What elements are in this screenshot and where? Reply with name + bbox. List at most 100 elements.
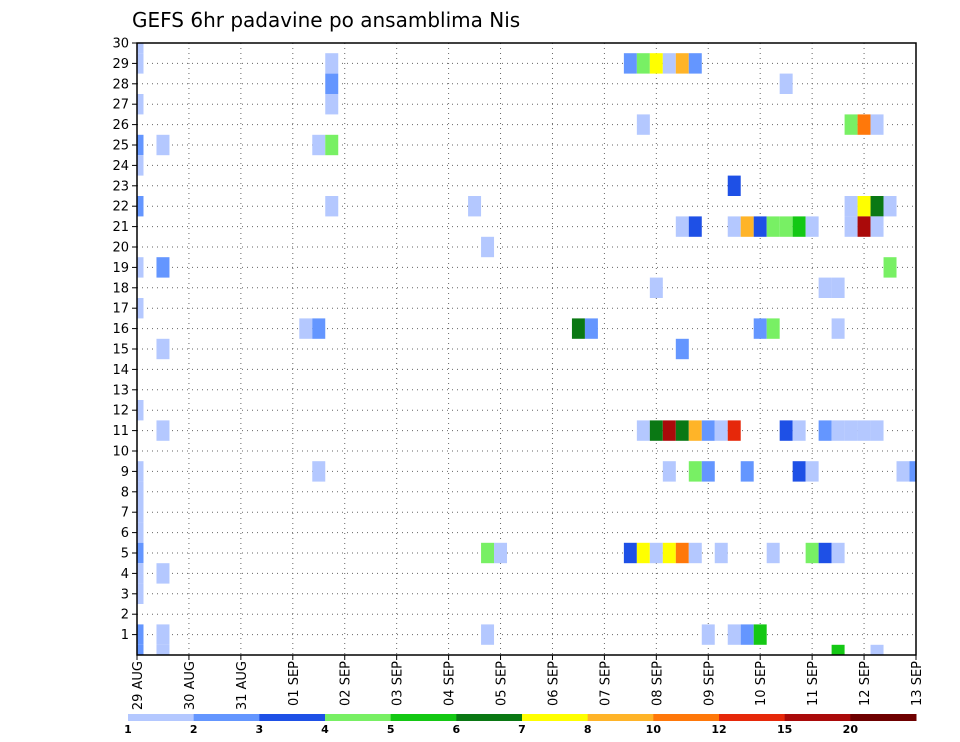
heatmap-cell (870, 420, 884, 441)
heatmap-cell (779, 420, 793, 441)
heatmap-cell (701, 420, 715, 441)
heatmap-cell (792, 461, 806, 482)
heatmap-cell (137, 400, 144, 421)
heatmap-cell (156, 563, 170, 584)
heatmap-cell (299, 318, 313, 339)
colorbar-swatch (653, 714, 720, 721)
colorbar-swatch (719, 714, 786, 721)
colorbar-label: 8 (584, 723, 592, 736)
heatmap-cell (325, 73, 339, 94)
heatmap-cell (857, 196, 871, 217)
heatmap-cell (137, 481, 144, 502)
chart-title: GEFS 6hr padavine po ansamblima Nis (132, 8, 520, 32)
heatmap-cell (870, 196, 884, 217)
y-tick-label: 28 (112, 77, 129, 92)
heatmap-cell (137, 298, 144, 319)
heatmap-cell (792, 216, 806, 237)
colorbar-swatch (587, 714, 654, 721)
x-tick-label: 30 AUG (183, 661, 198, 710)
y-tick-label: 21 (112, 220, 129, 235)
y-tick-label: 2 (121, 608, 129, 623)
x-tick-label: 03 SEP (391, 661, 406, 706)
heatmap-cell (818, 277, 832, 298)
heatmap-cell (137, 502, 144, 523)
heatmap-cell (325, 134, 339, 156)
heatmap-cell (779, 73, 793, 94)
heatmap-cell (870, 114, 884, 135)
x-tick-label: 31 AUG (235, 661, 250, 710)
heatmap-cell (649, 420, 663, 441)
heatmap-cell (584, 318, 598, 339)
colorbar-swatch (259, 714, 326, 721)
heatmap-cell (857, 420, 871, 441)
heatmap-cell (623, 53, 637, 74)
heatmap-cell (831, 420, 845, 441)
y-tick-label: 22 (112, 200, 129, 215)
heatmap-cell (649, 277, 663, 298)
heatmap-cell (156, 624, 170, 645)
heatmap-cell (156, 420, 170, 441)
y-tick-label: 17 (112, 302, 129, 317)
heatmap-cell (312, 318, 326, 339)
heatmap-cell (909, 461, 916, 482)
heatmap-cell (481, 542, 495, 564)
heatmap-cell (137, 43, 144, 54)
x-tick-label: 06 SEP (546, 661, 561, 706)
heatmap-cell (883, 196, 897, 217)
colorbar-label: 15 (777, 723, 792, 736)
y-tick-label: 30 (112, 37, 129, 52)
heatmap-cell (831, 644, 845, 655)
y-tick-label: 25 (112, 139, 129, 154)
data-cells (137, 43, 916, 655)
heatmap-cell (688, 216, 702, 237)
heatmap-cell (468, 196, 482, 217)
y-tick-label: 26 (112, 118, 129, 133)
heatmap-cell (137, 134, 144, 156)
y-tick-label: 8 (121, 485, 129, 500)
colorbar-label: 7 (518, 723, 526, 736)
colorbar-label: 3 (256, 723, 264, 736)
heatmap-cell (312, 461, 326, 482)
heatmap-cell (740, 216, 754, 237)
heatmap-cell (857, 114, 871, 135)
heatmap-cell (137, 522, 144, 543)
y-tick-label: 9 (121, 465, 129, 480)
heatmap-cell (649, 53, 663, 74)
heatmap-cell (688, 420, 702, 441)
x-tick-label: 01 SEP (287, 661, 302, 706)
y-tick-label: 3 (121, 587, 129, 602)
x-tick-label: 13 SEP (910, 661, 925, 706)
heatmap-cell (481, 236, 495, 258)
heatmap-cell (662, 420, 676, 441)
y-tick-label: 4 (121, 567, 129, 582)
heatmap-cell (636, 53, 650, 74)
heatmap-cell (753, 624, 767, 645)
heatmap-cell (818, 420, 832, 441)
colorbar-swatch (850, 714, 917, 721)
heatmap-cell (636, 542, 650, 564)
heatmap-cell (701, 461, 715, 482)
heatmap-cell (662, 461, 676, 482)
x-tick-label: 11 SEP (806, 661, 821, 706)
heatmap-cell (137, 624, 144, 645)
heatmap-cell (623, 542, 637, 564)
heatmap-cell (675, 338, 689, 360)
heatmap-cell (870, 644, 884, 655)
colorbar-swatch (784, 714, 851, 721)
heatmap-cell (137, 461, 144, 482)
x-tick-label: 12 SEP (858, 661, 873, 706)
y-tick-label: 13 (112, 383, 129, 398)
x-tick-label: 02 SEP (339, 661, 354, 706)
y-tick-label: 24 (112, 159, 129, 174)
heatmap-cell (137, 583, 144, 604)
heatmap-cell (857, 216, 871, 237)
heatmap-cell (740, 624, 754, 645)
heatmap-cell (325, 94, 339, 115)
heatmap-cell (844, 196, 858, 217)
heatmap-cell (844, 216, 858, 237)
heatmap-cell (481, 624, 495, 645)
y-tick-label: 5 (121, 547, 129, 562)
heatmap-cell (792, 420, 806, 441)
heatmap-cell (312, 134, 326, 156)
heatmap-cell (753, 216, 767, 237)
